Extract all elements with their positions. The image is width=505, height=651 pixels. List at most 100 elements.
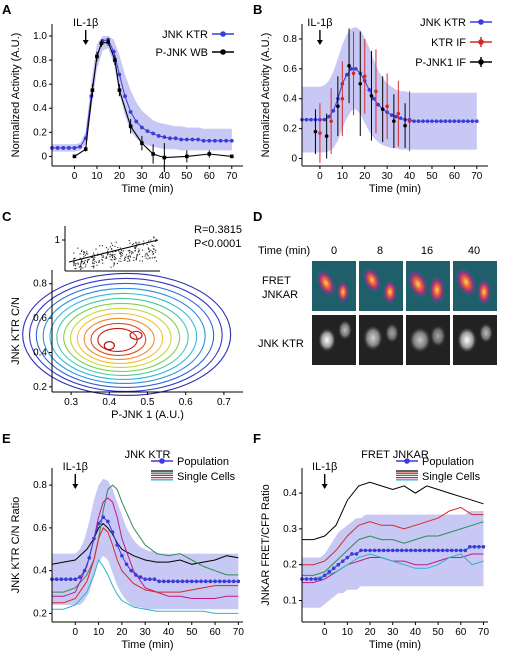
d-time-8: 8 xyxy=(377,245,383,257)
e-pop-point xyxy=(54,577,59,582)
c-inset-point xyxy=(155,249,157,251)
panel-a-chart: 0 10 20 30 40 50 60 70 0 0.2 0.4 0.6 0.8 1.0 Time (min… xyxy=(10,17,243,195)
b-pjnk-point xyxy=(336,104,340,109)
c-inset-point xyxy=(119,247,121,249)
c-inset-fit-line xyxy=(68,239,159,263)
c-inset-point xyxy=(149,257,151,259)
c-inset-point xyxy=(111,248,113,250)
f-pop-point xyxy=(363,548,368,553)
c-inset-point xyxy=(118,260,120,262)
c-inset-point xyxy=(129,256,132,258)
e-pop-point xyxy=(148,577,152,582)
a-ktr-point xyxy=(184,137,189,142)
a-xtick-label: 50 xyxy=(181,171,193,182)
c-inset-point xyxy=(137,251,139,253)
e-pop-point xyxy=(82,568,87,573)
c-inset-point xyxy=(106,257,108,259)
c-inset-point xyxy=(138,248,140,250)
e-pop-point xyxy=(189,579,194,584)
c-inset-point xyxy=(110,266,112,268)
f-ylabel: JNKAR FRET/CFP Ratio xyxy=(260,484,272,605)
f-pop-point xyxy=(472,544,477,549)
c-inset-point xyxy=(127,260,129,262)
c-inset-point xyxy=(75,263,77,265)
f-xtick-label: 0 xyxy=(322,627,328,638)
c-inset-point xyxy=(74,257,76,259)
c-inset-point xyxy=(142,244,144,246)
c-xtick-label: 0.5 xyxy=(141,397,155,408)
a-wb-point xyxy=(99,41,104,46)
c-inset-point xyxy=(92,259,94,261)
b-ktr-point xyxy=(349,67,354,71)
c-inset-point xyxy=(149,250,151,252)
c-xtick-label: 0.6 xyxy=(179,397,193,408)
c-inset-point xyxy=(150,249,152,251)
e-pop-point xyxy=(213,579,217,584)
c-inset-point xyxy=(128,239,130,242)
f-pop-point xyxy=(436,548,440,553)
c-inset-point xyxy=(95,248,97,250)
b-ktrif-point xyxy=(351,71,356,76)
c-inset-point xyxy=(111,259,113,261)
fret-image-t40 xyxy=(453,261,497,311)
c-inset-point xyxy=(102,256,104,258)
c-inset-point xyxy=(115,241,117,243)
b-xtick-label: 30 xyxy=(382,171,394,182)
c-inset-point xyxy=(147,255,149,257)
a-xlabel: Time (min) xyxy=(121,183,173,195)
c-inset-point xyxy=(138,241,140,243)
f-xtick-label: 60 xyxy=(455,627,467,638)
a-xtick-label: 10 xyxy=(91,171,103,182)
c-xtick-label: 0.3 xyxy=(64,397,78,408)
f-xtick-label: 50 xyxy=(433,627,445,638)
b-ktr-point xyxy=(345,73,349,77)
f-pop-band xyxy=(302,511,484,608)
c-contour xyxy=(42,287,206,385)
c-inset-point xyxy=(107,250,109,252)
a-ktr-point xyxy=(173,136,178,141)
c-inset-point xyxy=(97,253,99,255)
c-inset-point xyxy=(155,238,157,240)
e-pop-point xyxy=(124,562,129,567)
c-inset-point xyxy=(111,256,114,259)
b-xtick-label: 40 xyxy=(404,171,416,182)
c-inset-point xyxy=(128,259,130,261)
c-inset-point xyxy=(82,251,85,253)
a-ktr-point xyxy=(201,138,206,143)
b-legend-marker-1 xyxy=(478,39,484,45)
c-contour xyxy=(63,302,181,373)
a-wb-point xyxy=(113,58,117,62)
c-inset-point xyxy=(115,258,117,260)
e-single-cell-line-0 xyxy=(51,522,239,565)
f-xlabel: Time (min) xyxy=(369,639,421,651)
c-inset-point xyxy=(79,266,81,268)
e-xtick-label: 0 xyxy=(73,627,79,638)
c-inset-point xyxy=(128,255,130,257)
a-ktr-point xyxy=(66,146,71,150)
c-inset-point xyxy=(127,255,129,258)
a-xtick-label: 20 xyxy=(114,171,126,182)
e-pop-point xyxy=(162,579,166,584)
b-xtick-label: 70 xyxy=(471,171,483,182)
panel-label-b: B xyxy=(253,2,262,17)
a-ktr-point xyxy=(72,146,77,150)
c-xtick-label: 0.4 xyxy=(102,397,116,408)
e-pop-point xyxy=(73,577,78,582)
panel-label-c: C xyxy=(2,209,12,224)
c-inset-point xyxy=(114,250,117,252)
c-inset-point xyxy=(139,260,141,262)
f-pop-point xyxy=(468,544,472,549)
c-inset-point xyxy=(98,261,100,263)
c-inset-point xyxy=(114,259,116,261)
f-pop-point xyxy=(354,552,359,556)
a-ktr-point xyxy=(218,138,223,143)
c-inset-point xyxy=(82,262,85,265)
b-ktr-point xyxy=(470,119,475,123)
a-ktr-point xyxy=(190,137,195,142)
e-pop-point xyxy=(194,579,199,584)
b-legend-label-1: KTR IF xyxy=(431,37,466,49)
b-ktr-point xyxy=(398,116,403,120)
f-pop-point xyxy=(318,577,322,581)
c-inset-point xyxy=(123,250,125,252)
c-inset-point xyxy=(152,252,154,254)
